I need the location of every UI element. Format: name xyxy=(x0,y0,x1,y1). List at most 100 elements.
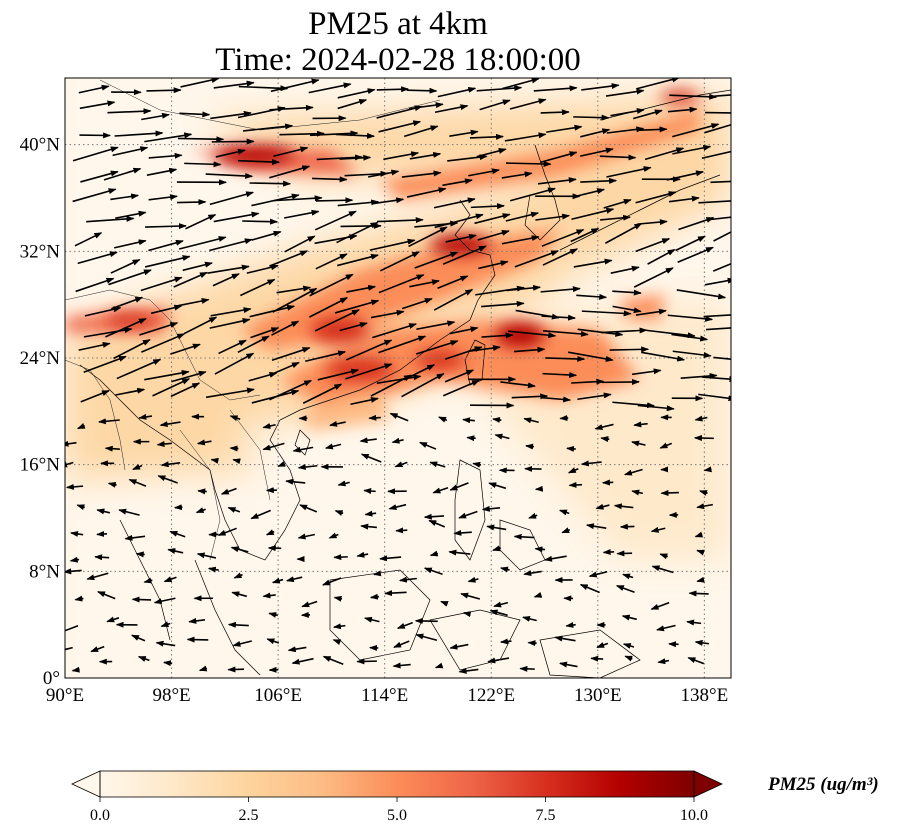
wind-arrow xyxy=(660,489,679,496)
wind-arrow xyxy=(198,665,208,672)
wind-arrow xyxy=(600,214,632,221)
wind-arrow xyxy=(74,595,84,602)
wind-arrow xyxy=(623,468,643,476)
wind-arrow xyxy=(414,251,459,269)
wind-arrow xyxy=(472,461,482,468)
wind-arrow xyxy=(291,657,314,665)
wind-arrow xyxy=(542,248,579,266)
wind-arrow xyxy=(667,106,698,113)
wind-arrow xyxy=(519,665,535,672)
wind-arrow xyxy=(383,151,420,161)
wind-arrow xyxy=(635,191,677,204)
wind-arrow xyxy=(499,566,510,573)
wind-arrow xyxy=(75,277,115,293)
wind-arrow xyxy=(401,297,433,310)
wind-arrow xyxy=(77,251,118,265)
wind-arrow xyxy=(273,195,323,202)
wind-arrow xyxy=(210,307,252,317)
wind-arrow xyxy=(314,309,360,332)
wind-arrow xyxy=(508,330,557,339)
lon-tick-label: 130°E xyxy=(574,685,622,706)
wind-arrow xyxy=(462,611,472,618)
wind-arrow xyxy=(250,509,271,520)
wind-arrow xyxy=(230,546,249,553)
wind-arrow xyxy=(409,151,442,160)
wind-arrow xyxy=(514,250,560,268)
wind-arrow xyxy=(78,342,111,351)
wind-arrow xyxy=(378,274,425,294)
wind-arrow xyxy=(651,565,674,574)
wind-arrow xyxy=(128,478,147,487)
wind-arrow xyxy=(434,104,469,114)
wind-arrow xyxy=(262,442,285,451)
wind-arrow xyxy=(315,253,348,270)
wind-arrow xyxy=(415,633,438,641)
wind-arrow xyxy=(175,298,210,308)
wind-arrow xyxy=(322,655,344,666)
wind-arrow xyxy=(604,222,643,244)
lon-tick-label: 106°E xyxy=(254,685,302,706)
wind-arrow xyxy=(590,655,604,662)
wind-arrow xyxy=(146,87,182,94)
wind-arrow xyxy=(406,187,447,198)
wind-arrow xyxy=(415,340,459,355)
wind-arrow xyxy=(144,132,193,143)
wind-arrow xyxy=(588,570,608,578)
wind-arrow xyxy=(559,661,578,668)
wind-arrow xyxy=(501,78,540,90)
wind-arrow xyxy=(573,258,613,268)
wind-arrow xyxy=(335,132,376,139)
wind-arrow xyxy=(687,656,705,665)
wind-arrow xyxy=(712,262,731,272)
wind-arrow xyxy=(337,480,350,487)
wind-arrow xyxy=(571,378,605,385)
wind-arrow xyxy=(680,372,718,380)
wind-arrow xyxy=(389,412,409,422)
wind-arrow xyxy=(501,171,533,179)
wind-arrow xyxy=(108,269,152,286)
wind-arrow xyxy=(305,350,347,363)
wind-arrow xyxy=(146,167,178,176)
wind-arrow xyxy=(657,658,670,665)
wind-arrow xyxy=(138,413,153,420)
wind-arrow xyxy=(379,555,402,562)
wind-arrow xyxy=(585,523,607,530)
wind-arrow xyxy=(167,548,184,554)
wind-arrow xyxy=(449,326,479,335)
wind-arrow xyxy=(369,593,380,600)
wind-arrow xyxy=(297,464,318,471)
wind-arrow xyxy=(372,570,382,577)
wind-arrow xyxy=(504,132,547,142)
wind-arrow xyxy=(196,552,217,559)
wind-arrow xyxy=(65,440,77,447)
wind-arrow xyxy=(659,553,669,560)
wind-arrow xyxy=(350,396,379,406)
wind-arrow xyxy=(271,577,284,584)
wind-arrow xyxy=(499,638,512,645)
colorbar: 0.0 2.5 5.0 7.5 10.0 xyxy=(71,770,723,824)
wind-arrow xyxy=(599,154,637,161)
wind-arrow xyxy=(429,461,446,468)
wind-arrow xyxy=(65,624,79,634)
wind-arrow xyxy=(401,170,442,178)
wind-arrow xyxy=(363,488,376,495)
lon-tick-label: 138°E xyxy=(681,685,729,706)
wind-arrow xyxy=(677,246,714,264)
wind-arrow xyxy=(540,396,572,403)
wind-arrow xyxy=(79,100,116,110)
wind-arrow xyxy=(576,188,606,197)
wind-arrow xyxy=(543,330,589,337)
wind-arrow xyxy=(469,133,505,140)
wind-arrow xyxy=(86,215,135,223)
wind-arrow xyxy=(284,235,316,253)
wind-arrow xyxy=(148,152,183,159)
wind-arrow xyxy=(688,590,709,597)
wind-arrow xyxy=(546,124,583,133)
wind-arrow xyxy=(334,510,344,516)
wind-arrow xyxy=(74,232,103,247)
wind-arrow xyxy=(537,177,577,185)
wind-arrow xyxy=(576,293,608,300)
wind-arrow xyxy=(671,333,709,342)
wind-arrow xyxy=(179,236,227,250)
wind-arrow xyxy=(104,445,120,452)
